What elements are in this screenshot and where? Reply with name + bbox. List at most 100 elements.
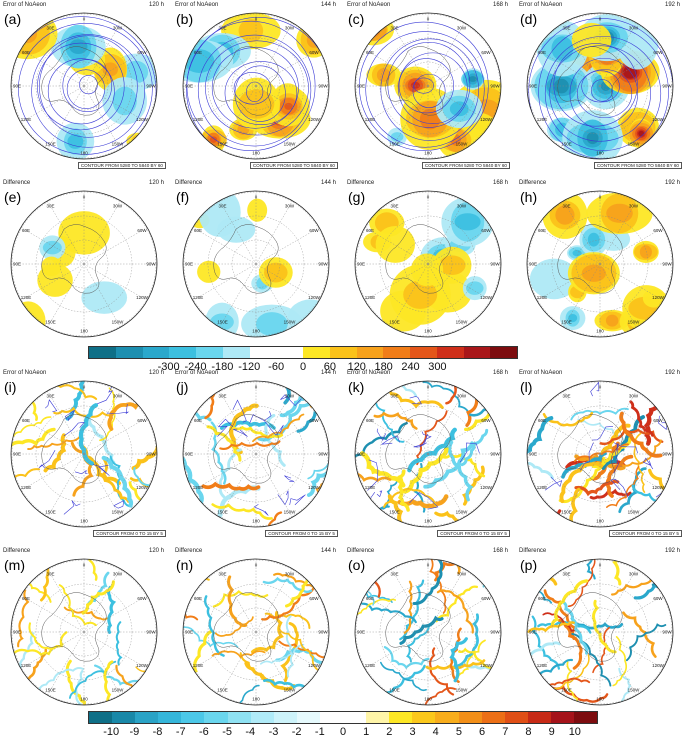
panel-lead-time: 144 h [320, 2, 336, 8]
longitude-label: 30W [113, 204, 123, 209]
longitude-label: 60E [366, 228, 374, 233]
longitude-label: 90E [13, 262, 21, 267]
meridian-line [47, 390, 85, 455]
meridian-line [47, 200, 85, 265]
meridian-line [364, 631, 429, 669]
meridian-line [364, 417, 429, 455]
colorbar-swatch [527, 712, 551, 723]
longitude-label: 90W [318, 262, 328, 267]
contour-info: CONTOUR FROM 0 TO 15 BY 5 [265, 530, 338, 537]
meridian-line [83, 417, 148, 455]
meridian-line [599, 263, 664, 301]
height-contour [398, 52, 468, 124]
map-border [354, 558, 502, 706]
longitude-label: 120W [136, 663, 149, 668]
height-contour [39, 35, 138, 138]
panel-o: Difference 168 h 0 30W 60W 90W 120W 150W 180 150E… [344, 548, 512, 716]
longitude-label: 30W [629, 204, 639, 209]
longitude-label: 90W [662, 630, 672, 635]
panel-title: Error of NoAeon [347, 2, 391, 8]
longitude-label: 60W [653, 228, 663, 233]
panel-label: (d) [520, 11, 538, 27]
colorbar-swatch [343, 712, 367, 723]
longitude-label: 120E [365, 295, 376, 300]
map-border [354, 190, 502, 338]
colorbar-swatch [329, 347, 357, 358]
anomaly-streak [619, 411, 663, 458]
longitude-label: 60E [538, 418, 546, 423]
panel-label: (e) [4, 189, 22, 205]
colorbar-tick-label: -10 [103, 726, 120, 738]
height-contour [18, 23, 153, 155]
colorbar-tick-label: 10 [568, 726, 581, 738]
longitude-label: 0 [83, 385, 86, 390]
wind-contour [74, 469, 88, 475]
anomaly-patch [209, 136, 218, 143]
colorbar-swatch [410, 347, 437, 358]
wind-contour [613, 442, 638, 454]
coastline [385, 414, 451, 484]
meridian-line [391, 200, 429, 265]
meridian-line [427, 200, 465, 265]
colorbar-tick-label: 2 [386, 726, 393, 738]
polar-map: 0 30W 60W 90W 120W 150W 180 150E 120E 90E 60E 30E [354, 190, 502, 338]
meridian-line [20, 453, 85, 491]
anomaly-patch [376, 68, 391, 82]
meridian-line [427, 453, 492, 491]
longitude-label: 120E [21, 117, 32, 122]
longitude-label: 150E [561, 510, 572, 515]
longitude-label: 30E [562, 394, 570, 399]
height-contour [233, 72, 272, 105]
anomaly-streak [577, 418, 632, 444]
anomaly-streak [11, 468, 40, 493]
colorbar-swatch [249, 347, 277, 358]
meridian-line [219, 631, 257, 696]
polar-map: 0 30W 60W 90W 120W 150W 180 150E 120E 90E 60E 30E [354, 380, 502, 528]
longitude-label: 180 [80, 519, 88, 524]
longitude-label: 150E [217, 510, 228, 515]
anomaly-streak [436, 589, 474, 634]
longitude-label: 90W [662, 84, 672, 89]
longitude-label: 90W [318, 630, 328, 635]
wind-contour [284, 475, 295, 482]
meridian-line [536, 453, 601, 491]
longitude-label: 30E [218, 26, 226, 31]
wind-contour [658, 415, 668, 430]
longitude-label: 60E [22, 50, 30, 55]
contour-info: CONTOUR FROM 5280 TO 5840 BY 60 [593, 162, 682, 169]
meridian-line [364, 227, 429, 265]
longitude-label: 150E [217, 320, 228, 325]
anomaly-patch [466, 281, 484, 295]
polar-map: 0 30W 60W 90W 120W 150W 180 150E 120E 90E 60E 30E [526, 558, 674, 706]
longitude-label: 120W [652, 485, 665, 490]
anomaly-streak [605, 454, 634, 498]
height-contour [224, 61, 298, 125]
meridian-line [427, 227, 492, 265]
colorbar-tick-label: -8 [152, 726, 163, 738]
longitude-label: 60E [194, 418, 202, 423]
anomaly-patch [581, 264, 606, 282]
meridian-line [20, 417, 85, 455]
anomaly-patch [197, 260, 221, 283]
anomaly-streak [469, 386, 501, 417]
anomaly-streak [573, 443, 629, 463]
meridian-line [83, 85, 148, 123]
anomaly-streak [422, 381, 471, 416]
panel-lead-time: 120 h [148, 2, 164, 8]
longitude-label: 60W [309, 596, 319, 601]
panel-a: Error of NoAeon 120 h 0 30W 60W 90W 120W 150W 18… [0, 2, 168, 170]
colorbar-tick-label: 240 [401, 361, 420, 373]
coastline [385, 46, 451, 116]
longitude-label: 0 [599, 385, 602, 390]
colorbar-tick-label: 5 [455, 726, 462, 738]
longitude-label: 60E [366, 596, 374, 601]
longitude-label: 30E [46, 572, 54, 577]
wind-contour [409, 492, 439, 510]
colorbar-tick-label: 300 [428, 361, 447, 373]
longitude-label: 30W [285, 394, 295, 399]
anomaly-streak [356, 381, 418, 398]
panel-lead-time: 168 h [492, 370, 508, 376]
panel-lead-time: 144 h [320, 370, 336, 376]
longitude-label: 30E [46, 26, 54, 31]
meridian-line [255, 453, 320, 491]
